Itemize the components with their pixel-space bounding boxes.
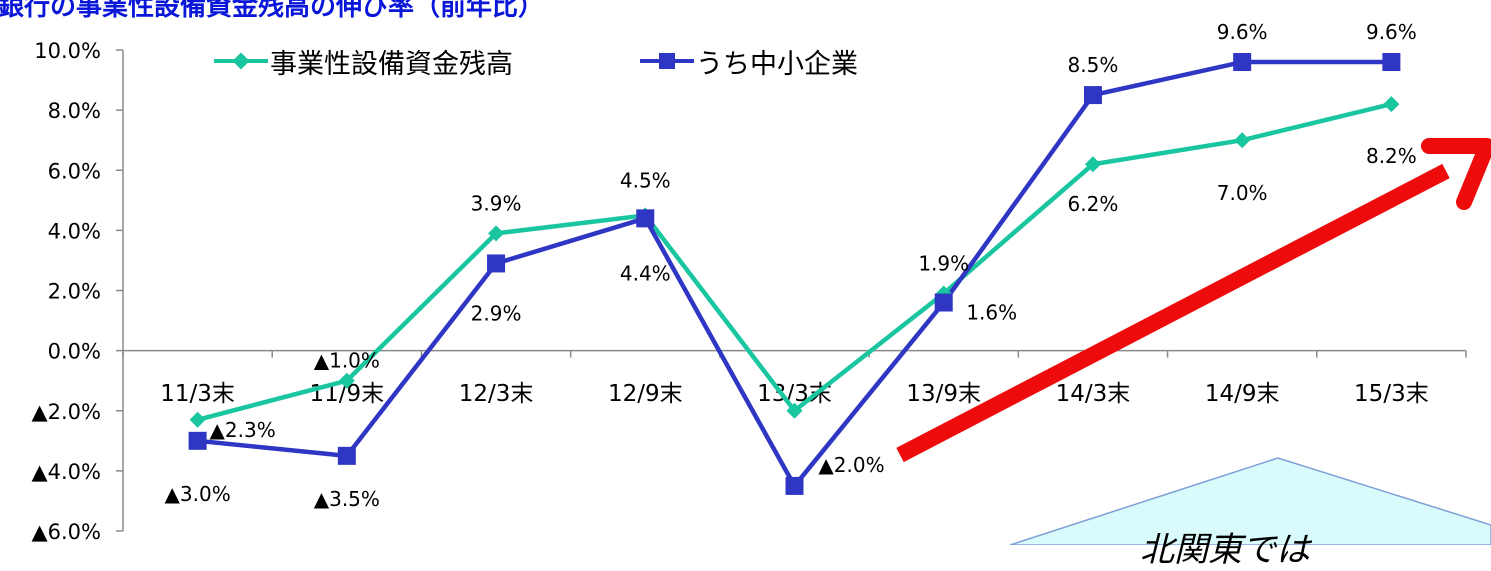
x-tick-label: 12/3末 bbox=[459, 381, 534, 407]
data-label-series2: ▲3.0% bbox=[165, 482, 231, 506]
y-tick-label: ▲2.0% bbox=[31, 400, 101, 424]
y-tick-label: 6.0% bbox=[48, 159, 101, 183]
data-label-series1: 3.9% bbox=[471, 191, 522, 215]
legend-label-series2: うち中小企業 bbox=[696, 48, 858, 80]
series1-point bbox=[488, 225, 505, 242]
callout-box bbox=[1009, 457, 1491, 545]
series1-point bbox=[1084, 156, 1101, 173]
series2-point bbox=[337, 446, 356, 465]
data-label-series2: ▲3.5% bbox=[314, 487, 380, 511]
legend-swatch-series1 bbox=[214, 46, 268, 76]
series2-point bbox=[487, 254, 506, 273]
data-label-series2: 1.6% bbox=[966, 301, 1017, 325]
trend-arrow-shaft bbox=[896, 163, 1450, 463]
y-tick-label: 4.0% bbox=[48, 219, 101, 243]
series2-point bbox=[1233, 53, 1252, 72]
data-label-series1: 7.0% bbox=[1217, 181, 1268, 205]
legend-swatch-series2 bbox=[640, 46, 694, 76]
series2-point bbox=[785, 476, 804, 495]
data-label-series1: ▲2.3% bbox=[210, 418, 276, 442]
y-tick-label: 0.0% bbox=[48, 340, 101, 364]
y-tick-label: ▲6.0% bbox=[31, 520, 101, 544]
series1-point bbox=[338, 372, 355, 389]
data-label-series2: 8.5% bbox=[1068, 53, 1119, 77]
y-tick-label: 8.0% bbox=[48, 99, 101, 123]
series2-point bbox=[188, 431, 207, 450]
trend-arrow-head bbox=[1421, 138, 1491, 210]
x-tick-label: 14/3末 bbox=[1056, 381, 1131, 407]
data-label-series2: 4.4% bbox=[620, 261, 671, 285]
y-tick-label: 10.0% bbox=[34, 39, 101, 63]
data-label-series1: 8.2% bbox=[1366, 144, 1417, 168]
x-tick-label: 11/3末 bbox=[160, 381, 235, 407]
series2-point bbox=[1083, 86, 1102, 105]
x-tick-label: 14/9末 bbox=[1205, 381, 1280, 407]
series1-point bbox=[1383, 96, 1400, 113]
x-tick-label: 13/9末 bbox=[906, 381, 981, 407]
line-chart: 10.0% 8.0% 6.0% 4.0% 2.0% 0.0% ▲2.0% ▲4.0% ▲6.0%… bbox=[31, 20, 1491, 545]
legend-item-series1: 事業性設備資金残高 bbox=[214, 44, 513, 80]
callout-text: 北関東では bbox=[1140, 530, 1310, 570]
data-label-series1: 6.2% bbox=[1068, 192, 1119, 216]
data-label-series2: 9.6% bbox=[1217, 20, 1268, 44]
y-tick-label: 2.0% bbox=[48, 280, 101, 304]
y-tick-label: ▲4.0% bbox=[31, 460, 101, 484]
x-tick-label: 15/3末 bbox=[1354, 381, 1429, 407]
series-line-2 bbox=[197, 59, 1392, 489]
series1-point bbox=[786, 402, 803, 419]
data-label-series2: 2.9% bbox=[471, 301, 522, 325]
series2-point bbox=[636, 209, 655, 228]
series2-point bbox=[934, 293, 953, 312]
series1-point bbox=[189, 411, 206, 428]
x-tick-label: 12/9末 bbox=[608, 381, 683, 407]
series2-point bbox=[1382, 53, 1401, 72]
chart-title: 銀行の事業性設備資金残高の伸び率（前年比） bbox=[0, 0, 545, 22]
legend-item-series2: うち中小企業 bbox=[640, 44, 858, 80]
data-label-series1: 1.9% bbox=[918, 252, 969, 276]
data-label-series2: 9.6% bbox=[1366, 20, 1417, 44]
legend-label-series1: 事業性設備資金残高 bbox=[270, 48, 513, 80]
series1-point bbox=[1234, 132, 1251, 149]
data-label-series1: ▲2.0% bbox=[818, 453, 884, 477]
data-label-series1: ▲1.0% bbox=[314, 349, 380, 373]
data-label-series1: 4.5% bbox=[620, 168, 671, 192]
